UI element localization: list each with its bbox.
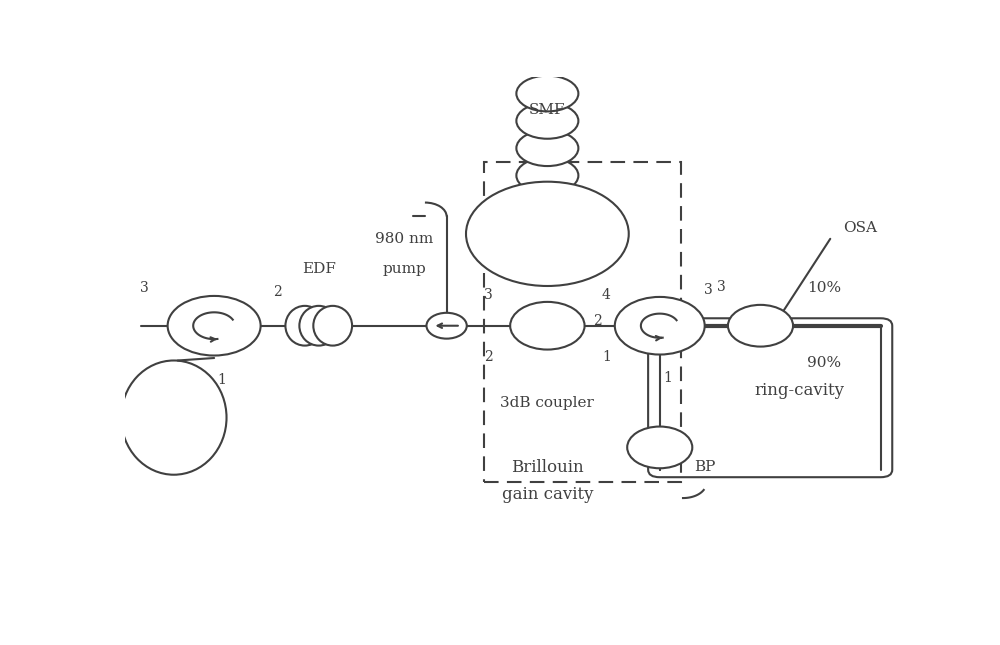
Ellipse shape — [121, 361, 227, 475]
Circle shape — [466, 182, 629, 286]
Text: 3dB coupler: 3dB coupler — [500, 395, 594, 410]
Text: 1: 1 — [217, 373, 226, 388]
Text: pump: pump — [382, 262, 426, 275]
Text: 3: 3 — [484, 288, 493, 302]
Text: EDF: EDF — [302, 262, 336, 275]
Ellipse shape — [516, 130, 578, 166]
Circle shape — [728, 305, 793, 346]
Circle shape — [168, 296, 261, 355]
Text: Brillouin: Brillouin — [511, 459, 584, 476]
Text: 4: 4 — [602, 288, 611, 302]
Text: 980 nm: 980 nm — [375, 232, 433, 246]
Text: gain cavity: gain cavity — [502, 486, 593, 503]
Text: 3: 3 — [704, 283, 713, 297]
Ellipse shape — [313, 306, 352, 346]
Text: OSA: OSA — [843, 221, 877, 235]
Ellipse shape — [516, 157, 578, 194]
Text: ring-cavity: ring-cavity — [754, 382, 844, 399]
Text: BP: BP — [694, 461, 715, 474]
Text: 2: 2 — [593, 313, 602, 328]
Circle shape — [615, 297, 705, 355]
Circle shape — [426, 313, 467, 339]
Text: 2: 2 — [273, 285, 282, 299]
Text: 3: 3 — [717, 280, 726, 294]
Text: 2: 2 — [484, 350, 493, 364]
Text: 90%: 90% — [807, 356, 841, 370]
Ellipse shape — [299, 306, 338, 346]
Text: 3: 3 — [140, 281, 149, 295]
Ellipse shape — [516, 103, 578, 139]
Text: 1: 1 — [663, 372, 672, 385]
Text: SMF: SMF — [529, 103, 566, 117]
Ellipse shape — [285, 306, 324, 346]
Bar — [484, 162, 681, 482]
Ellipse shape — [516, 75, 578, 112]
Text: 1: 1 — [602, 350, 611, 364]
Circle shape — [510, 302, 585, 350]
Text: 10%: 10% — [807, 281, 841, 295]
Circle shape — [627, 426, 692, 468]
